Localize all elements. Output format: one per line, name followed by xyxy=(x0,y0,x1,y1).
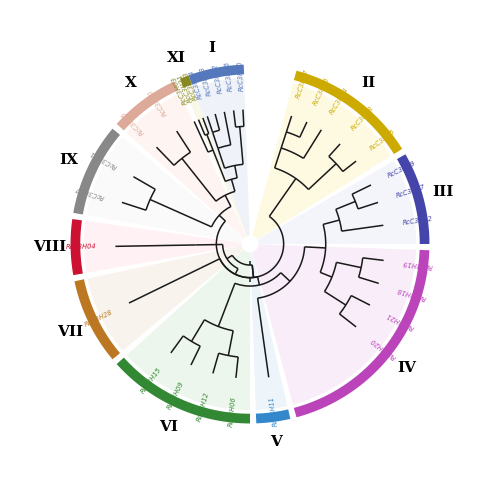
Text: RcC3H31: RcC3H31 xyxy=(176,73,194,103)
Text: RcC3H06: RcC3H06 xyxy=(228,396,237,427)
Text: VII: VII xyxy=(58,325,84,339)
Text: RcC3H29: RcC3H29 xyxy=(386,161,417,180)
Text: RcC3H26: RcC3H26 xyxy=(312,76,330,106)
Text: I: I xyxy=(208,41,216,55)
Polygon shape xyxy=(86,137,244,243)
Text: RcC3H13: RcC3H13 xyxy=(182,70,199,101)
Text: VI: VI xyxy=(159,420,178,433)
Polygon shape xyxy=(258,161,416,244)
Text: RcC3H14: RcC3H14 xyxy=(329,86,350,115)
Text: RcC3H05: RcC3H05 xyxy=(369,128,397,152)
Text: RcC3H21: RcC3H21 xyxy=(386,311,416,330)
Text: RcC3H02: RcC3H02 xyxy=(212,62,224,94)
Text: RcC3H15: RcC3H15 xyxy=(140,366,162,395)
Polygon shape xyxy=(126,93,246,238)
Text: RcC3H20: RcC3H20 xyxy=(369,336,397,360)
Polygon shape xyxy=(84,221,241,273)
Text: RcC3H27: RcC3H27 xyxy=(74,184,105,200)
Polygon shape xyxy=(88,246,244,351)
Text: RcC3H08: RcC3H08 xyxy=(350,105,376,132)
Text: RcC3H22: RcC3H22 xyxy=(402,215,433,225)
Text: RcC3H03: RcC3H03 xyxy=(171,75,189,105)
Text: II: II xyxy=(362,76,376,90)
Text: IX: IX xyxy=(60,153,78,166)
Text: XI: XI xyxy=(168,51,186,65)
Polygon shape xyxy=(252,83,391,240)
Text: III: III xyxy=(432,185,454,199)
Text: RcC3H30: RcC3H30 xyxy=(238,60,245,91)
Text: VIII: VIII xyxy=(34,241,67,254)
Text: IV: IV xyxy=(397,362,416,375)
Text: RcC3H28: RcC3H28 xyxy=(83,308,114,327)
Text: RcC3H04: RcC3H04 xyxy=(66,244,96,250)
Text: RcC3H09: RcC3H09 xyxy=(166,381,186,411)
Text: RcC3H17: RcC3H17 xyxy=(395,184,426,200)
Polygon shape xyxy=(252,244,416,405)
Text: RcC3H24: RcC3H24 xyxy=(188,68,204,100)
Text: X: X xyxy=(125,76,137,90)
Polygon shape xyxy=(193,78,250,236)
Text: RcC3H11: RcC3H11 xyxy=(268,396,278,427)
Text: RcC3H19: RcC3H19 xyxy=(402,260,433,269)
Text: RcC3H25: RcC3H25 xyxy=(120,109,146,136)
Polygon shape xyxy=(250,252,288,410)
Text: RcC3H12: RcC3H12 xyxy=(196,391,210,422)
Text: RcC3H07: RcC3H07 xyxy=(294,68,310,99)
Text: RcC3H16: RcC3H16 xyxy=(224,61,234,92)
Text: RcC3H18: RcC3H18 xyxy=(396,286,427,301)
Polygon shape xyxy=(185,88,247,236)
Text: RcC3H23: RcC3H23 xyxy=(200,65,213,97)
Text: RcC3H10: RcC3H10 xyxy=(147,88,169,117)
Text: V: V xyxy=(270,435,282,449)
Text: RcC3H01: RcC3H01 xyxy=(89,149,118,170)
Polygon shape xyxy=(126,250,250,410)
